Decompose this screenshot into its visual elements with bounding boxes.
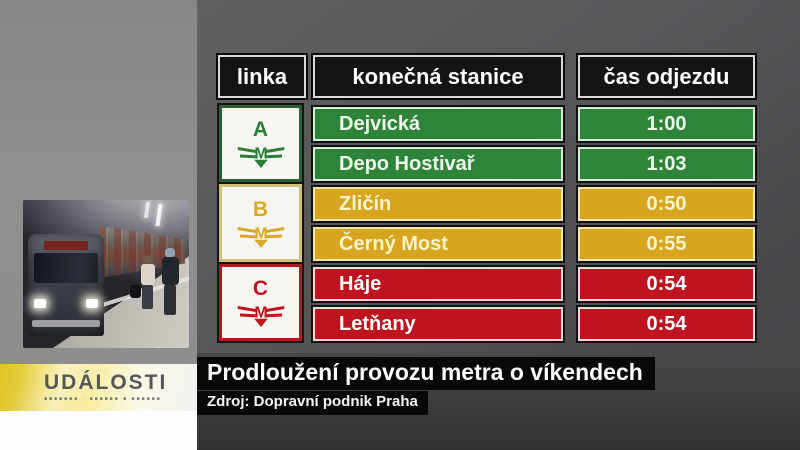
line-badge-b: B M — [219, 184, 302, 262]
headlight-graphic — [86, 299, 98, 308]
station-cell: Černý Most — [313, 227, 563, 261]
metro-station-photo — [23, 200, 189, 348]
person-figure — [161, 248, 179, 318]
program-logo: UDÁLOSTI — [44, 371, 168, 394]
person-figure — [140, 255, 155, 311]
lower-third: Prodloužení provozu metra o víkendech Zd… — [197, 357, 655, 415]
metro-logo-icon: M — [237, 225, 284, 248]
headlight-graphic — [34, 299, 46, 308]
headline: Prodloužení provozu metra o víkendech — [197, 357, 655, 391]
line-letter: C — [252, 277, 269, 300]
program-logo-banner: UDÁLOSTI ■■■■■■■ · ■■■■■■ ■ ■■■■■■ — [0, 364, 197, 411]
station-cell: Depo Hostivař — [313, 147, 563, 181]
logo-tagline: ■■■■■■■ · ■■■■■■ ■ ■■■■■■ — [44, 396, 162, 402]
source-credit: Zdroj: Dopravní podnik Praha — [197, 391, 428, 415]
train-bumper-graphic — [32, 320, 100, 327]
line-badge-c: C M — [219, 264, 302, 341]
station-cell: Letňany — [313, 307, 563, 341]
svg-text:M: M — [254, 145, 267, 162]
train-front-graphic — [28, 234, 104, 336]
time-cell: 0:50 — [578, 187, 755, 221]
left-bottom-white-strip — [0, 411, 197, 450]
train-windshield-graphic — [34, 253, 98, 283]
line-letter: A — [252, 118, 269, 141]
bag-graphic — [130, 285, 141, 298]
station-cell: Háje — [313, 267, 563, 301]
station-cell: Dejvická — [313, 107, 563, 141]
svg-text:M: M — [254, 304, 267, 321]
time-cell: 0:54 — [578, 307, 755, 341]
line-letter: B — [252, 197, 269, 221]
time-cell: 0:55 — [578, 227, 755, 261]
line-badge-a: A M — [219, 105, 302, 182]
svg-text:M: M — [254, 225, 267, 242]
time-cell: 1:00 — [578, 107, 755, 141]
station-cell: Zličín — [313, 187, 563, 221]
column-header-time: čas odjezdu — [578, 55, 755, 98]
time-cell: 0:54 — [578, 267, 755, 301]
train-destination-sign-graphic — [44, 241, 88, 250]
column-header-line: linka — [218, 55, 306, 98]
column-header-station: konečná stanice — [313, 55, 563, 98]
time-cell: 1:03 — [578, 147, 755, 181]
metro-logo-icon: M — [237, 145, 284, 168]
metro-logo-icon: M — [237, 304, 284, 327]
